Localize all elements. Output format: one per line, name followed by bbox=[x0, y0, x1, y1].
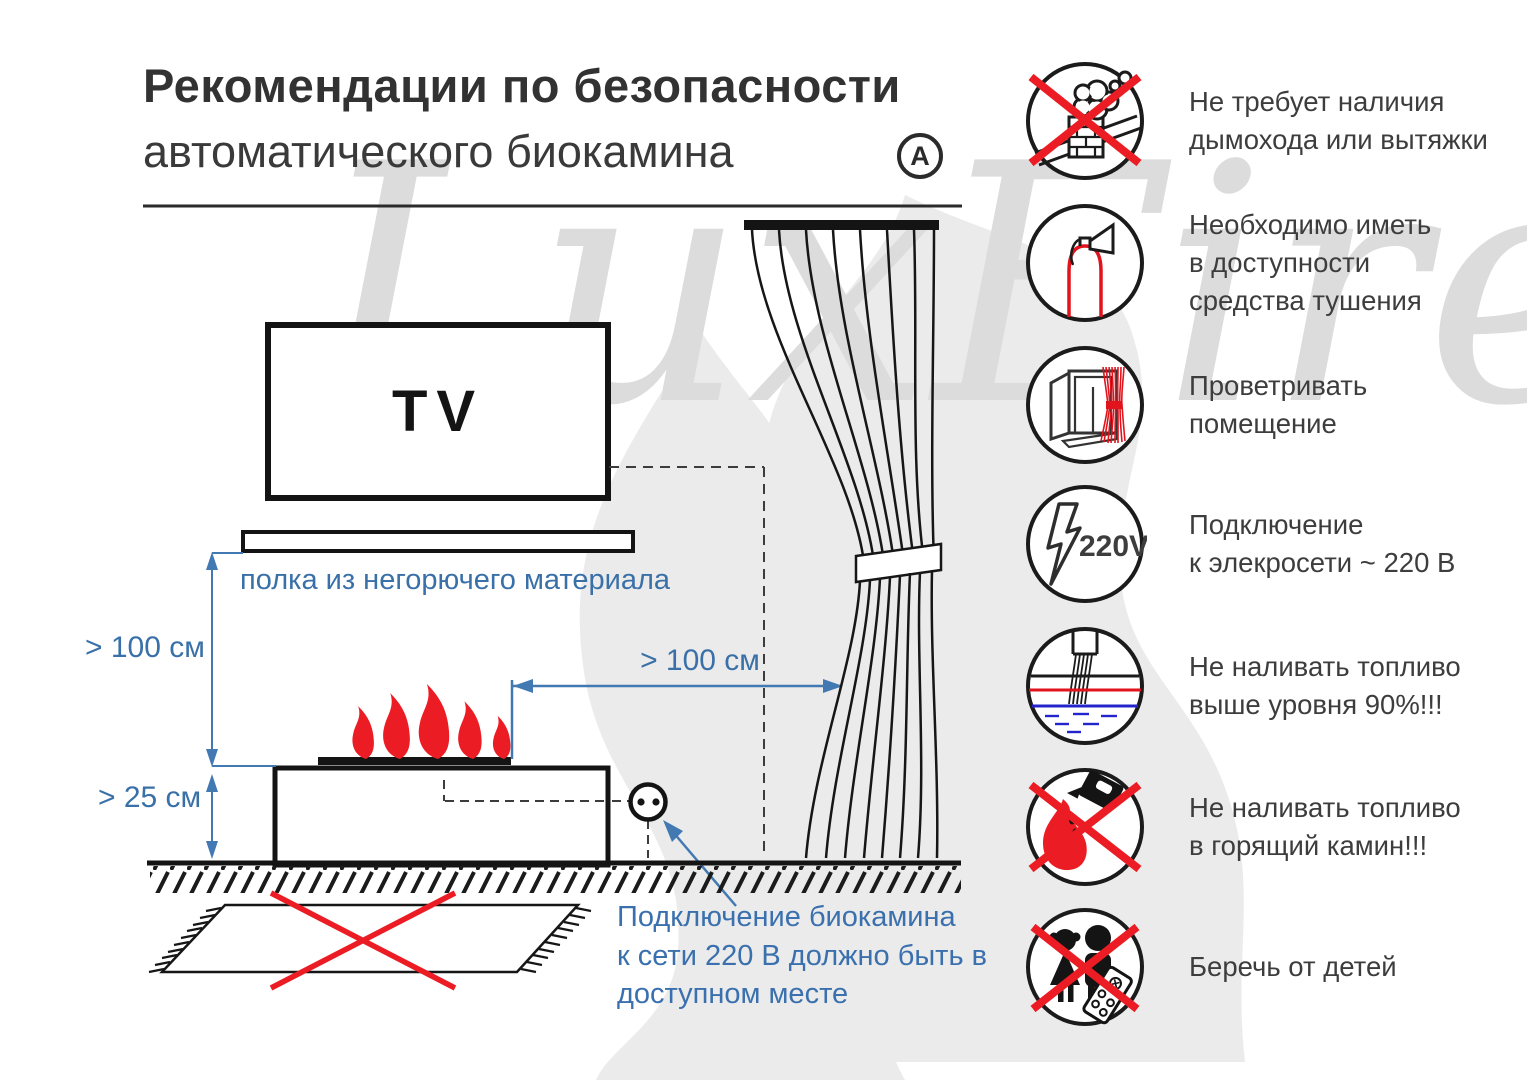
tv-label: TV bbox=[391, 379, 485, 444]
red-curtain bbox=[1100, 366, 1126, 444]
page-title: Рекомендации по безопасности bbox=[143, 59, 901, 112]
dimension-label-shelf-height: > 100 см bbox=[85, 631, 205, 664]
fire-extinguisher-icon bbox=[1023, 201, 1147, 325]
fuel-level-icon bbox=[1023, 624, 1147, 748]
power-220v-icon: 220V bbox=[1023, 482, 1147, 606]
automatic-badge: A bbox=[897, 133, 943, 179]
rule-line: выше уровня 90%!!! bbox=[1189, 689, 1443, 720]
no-refill-burning-icon bbox=[1023, 765, 1147, 889]
outlet-note-line: к сети 220 В должно быть в bbox=[617, 939, 988, 972]
rule-text-no-chimney: Не требует наличия дымохода или вытяжки bbox=[1189, 59, 1519, 183]
outlet-note-line: Подключение биокамина bbox=[617, 901, 956, 933]
lightning-bolt bbox=[1046, 502, 1082, 586]
ventilate-window-icon bbox=[1023, 343, 1147, 467]
dimension-label-base-height: > 25 см bbox=[98, 781, 202, 814]
rule-line: Не наливать топливо bbox=[1189, 651, 1461, 683]
shelf-label: полка из негорючего материала bbox=[240, 564, 671, 596]
rule-line: Беречь от детей bbox=[1189, 951, 1397, 983]
outlet-note-line: доступном месте bbox=[617, 978, 849, 1011]
rule-text-extinguisher: Необходимо иметь в доступности средства … bbox=[1189, 201, 1519, 325]
rule-line: Не требует наличия bbox=[1189, 86, 1445, 118]
rule-line: Проветривать bbox=[1189, 370, 1368, 402]
outlet-note: Подключение биокамина к сети 220 В должн… bbox=[617, 898, 997, 1014]
rule-line: дымохода или вытяжки bbox=[1189, 124, 1488, 155]
rule-line: к элекросети ~ 220 В bbox=[1189, 547, 1456, 578]
page-subtitle: автоматического биокамина bbox=[143, 126, 734, 177]
fuel-liquid bbox=[1045, 712, 1117, 734]
remote-control bbox=[1082, 965, 1133, 1025]
no-chimney-icon bbox=[1023, 59, 1147, 183]
rule-line: Не наливать топливо bbox=[1189, 792, 1461, 824]
rule-text-power: Подключение к элекросети ~ 220 В bbox=[1189, 482, 1519, 606]
rule-line: помещение bbox=[1189, 408, 1337, 439]
rule-text-ventilate: Проветривать помещение bbox=[1189, 343, 1519, 467]
rule-line: Необходимо иметь bbox=[1189, 209, 1432, 241]
fuel-stream bbox=[1068, 653, 1093, 705]
prohibition-cross bbox=[1028, 781, 1142, 873]
rule-text-fuel-level: Не наливать топливо выше уровня 90%!!! bbox=[1189, 624, 1519, 748]
prohibition-cross bbox=[1030, 923, 1140, 1013]
rule-line: Подключение bbox=[1189, 509, 1364, 541]
rule-text-no-refill: Не наливать топливо в горящий камин!!! bbox=[1189, 765, 1519, 889]
prohibition-cross bbox=[1028, 73, 1142, 167]
keep-from-children-icon bbox=[1023, 905, 1147, 1029]
dimension-label-curtain-distance: > 100 см bbox=[640, 644, 760, 677]
rule-line: в доступности bbox=[1189, 247, 1371, 279]
220v-label: 220V bbox=[1079, 530, 1147, 563]
rule-line: средства тушения bbox=[1189, 284, 1422, 316]
rule-line: в горящий камин!!! bbox=[1189, 830, 1428, 861]
rule-text-children: Беречь от детей bbox=[1189, 905, 1519, 1029]
